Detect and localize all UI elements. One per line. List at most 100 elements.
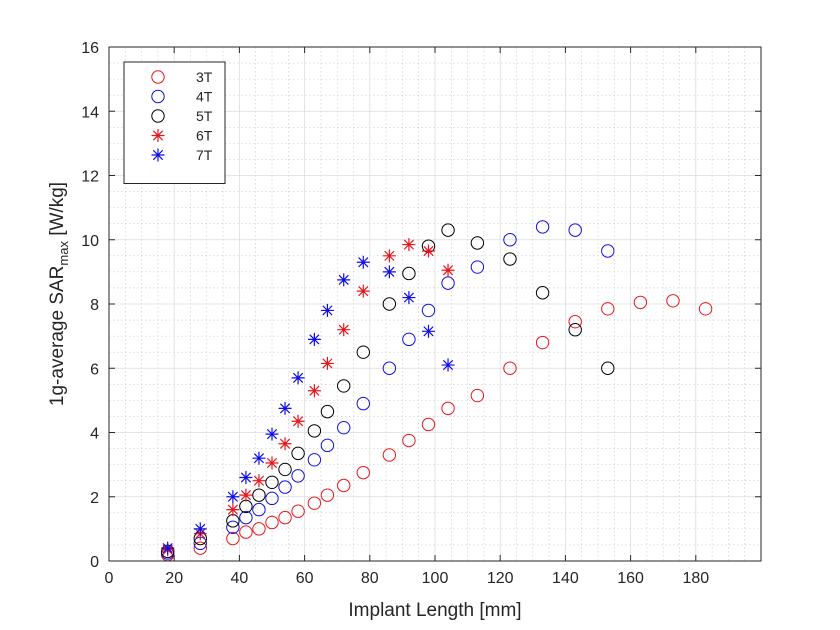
data-point — [421, 417, 436, 432]
legend-label: 4T — [196, 89, 213, 105]
data-point — [421, 324, 435, 338]
x-tick-label: 120 — [487, 570, 514, 587]
data-point — [441, 263, 455, 277]
data-point — [503, 233, 517, 247]
data-point — [356, 255, 370, 269]
data-point — [356, 396, 370, 411]
data-point — [252, 522, 266, 536]
y-axis-label: 1g-average SARmax [W/kg] — [47, 182, 71, 406]
legend-label: 5T — [196, 108, 213, 124]
data-point — [226, 503, 240, 517]
data-point — [278, 510, 292, 525]
data-point — [356, 465, 370, 480]
y-tick-label: 16 — [81, 40, 99, 57]
data-point — [535, 335, 550, 350]
legend-marker-6T — [151, 129, 165, 142]
data-point — [307, 453, 322, 467]
y-tick-label: 14 — [81, 104, 99, 121]
x-tick-label: 0 — [105, 570, 114, 587]
x-axis: 0 20 40 60 80 100 120 140 160 180 — [105, 47, 709, 587]
y-axis: 0 2 4 6 8 10 12 14 16 — [81, 40, 761, 571]
data-point — [356, 345, 370, 359]
data-point — [441, 276, 455, 290]
data-point — [337, 379, 351, 393]
data-point — [239, 488, 253, 502]
data-point — [320, 356, 334, 370]
data-point — [337, 420, 351, 435]
x-axis-label: Implant Length [mm] — [348, 600, 521, 621]
data-point — [441, 401, 455, 416]
data-point — [252, 451, 266, 465]
data-point — [265, 427, 279, 441]
data-point — [307, 332, 321, 346]
x-tick-label: 140 — [552, 570, 579, 587]
data-point — [278, 480, 292, 494]
data-point — [503, 361, 517, 375]
data-point — [239, 510, 253, 525]
data-point — [252, 488, 266, 502]
data-point — [307, 424, 322, 438]
data-point — [278, 401, 292, 415]
data-point — [601, 302, 615, 316]
data-point — [698, 302, 713, 316]
data-series — [160, 220, 713, 562]
legend-marker-3T — [151, 70, 165, 84]
legend-marker-4T — [151, 89, 165, 104]
data-point — [161, 541, 175, 555]
legend-label: 6T — [196, 128, 213, 144]
data-point — [226, 490, 240, 504]
data-point — [265, 456, 279, 470]
data-point — [226, 520, 240, 534]
data-point — [535, 286, 550, 300]
data-point — [402, 238, 416, 252]
data-point — [441, 358, 455, 372]
data-point — [291, 446, 305, 461]
data-point — [265, 515, 279, 530]
y-axis-label-subscript: max — [56, 241, 71, 266]
x-tick-label: 80 — [361, 570, 379, 587]
data-point — [503, 252, 517, 266]
data-point — [470, 388, 485, 403]
y-tick-label: 12 — [81, 169, 99, 186]
legend-label: 7T — [196, 147, 213, 163]
data-point — [568, 323, 582, 337]
data-point — [601, 361, 615, 375]
y-axis-label-unit: [W/kg] — [47, 182, 68, 241]
data-point — [421, 244, 435, 258]
data-point — [278, 462, 292, 477]
data-point — [402, 266, 416, 281]
y-tick-label: 4 — [90, 426, 99, 443]
data-point — [320, 488, 335, 502]
data-point — [633, 295, 648, 310]
y-tick-label: 6 — [90, 361, 99, 378]
y-tick-label: 10 — [81, 233, 99, 250]
series-3T — [160, 294, 713, 562]
data-point — [402, 433, 416, 448]
data-point — [291, 371, 305, 385]
legend-marker-7T — [151, 148, 165, 162]
data-point — [402, 332, 416, 347]
legend-label: 3T — [196, 69, 213, 85]
data-point — [252, 474, 266, 488]
data-point — [382, 265, 396, 279]
data-point — [320, 404, 335, 419]
data-point — [193, 522, 207, 536]
x-tick-label: 160 — [617, 570, 644, 587]
x-tick-label: 40 — [231, 570, 249, 587]
data-point — [382, 297, 397, 311]
data-point — [320, 438, 335, 453]
x-tick-label: 100 — [422, 570, 449, 587]
data-point — [666, 294, 680, 308]
y-tick-label: 8 — [90, 297, 99, 314]
data-point — [291, 414, 305, 428]
data-point — [441, 223, 455, 237]
y-axis-label-main: 1g-average SAR — [47, 266, 68, 406]
legend-box — [123, 61, 226, 184]
data-point — [193, 541, 207, 555]
legend: 3T 4T 5T 6T 7T — [123, 61, 226, 184]
data-point — [226, 531, 240, 546]
data-point — [307, 496, 322, 510]
data-point — [278, 437, 292, 451]
series-7T — [161, 255, 455, 555]
